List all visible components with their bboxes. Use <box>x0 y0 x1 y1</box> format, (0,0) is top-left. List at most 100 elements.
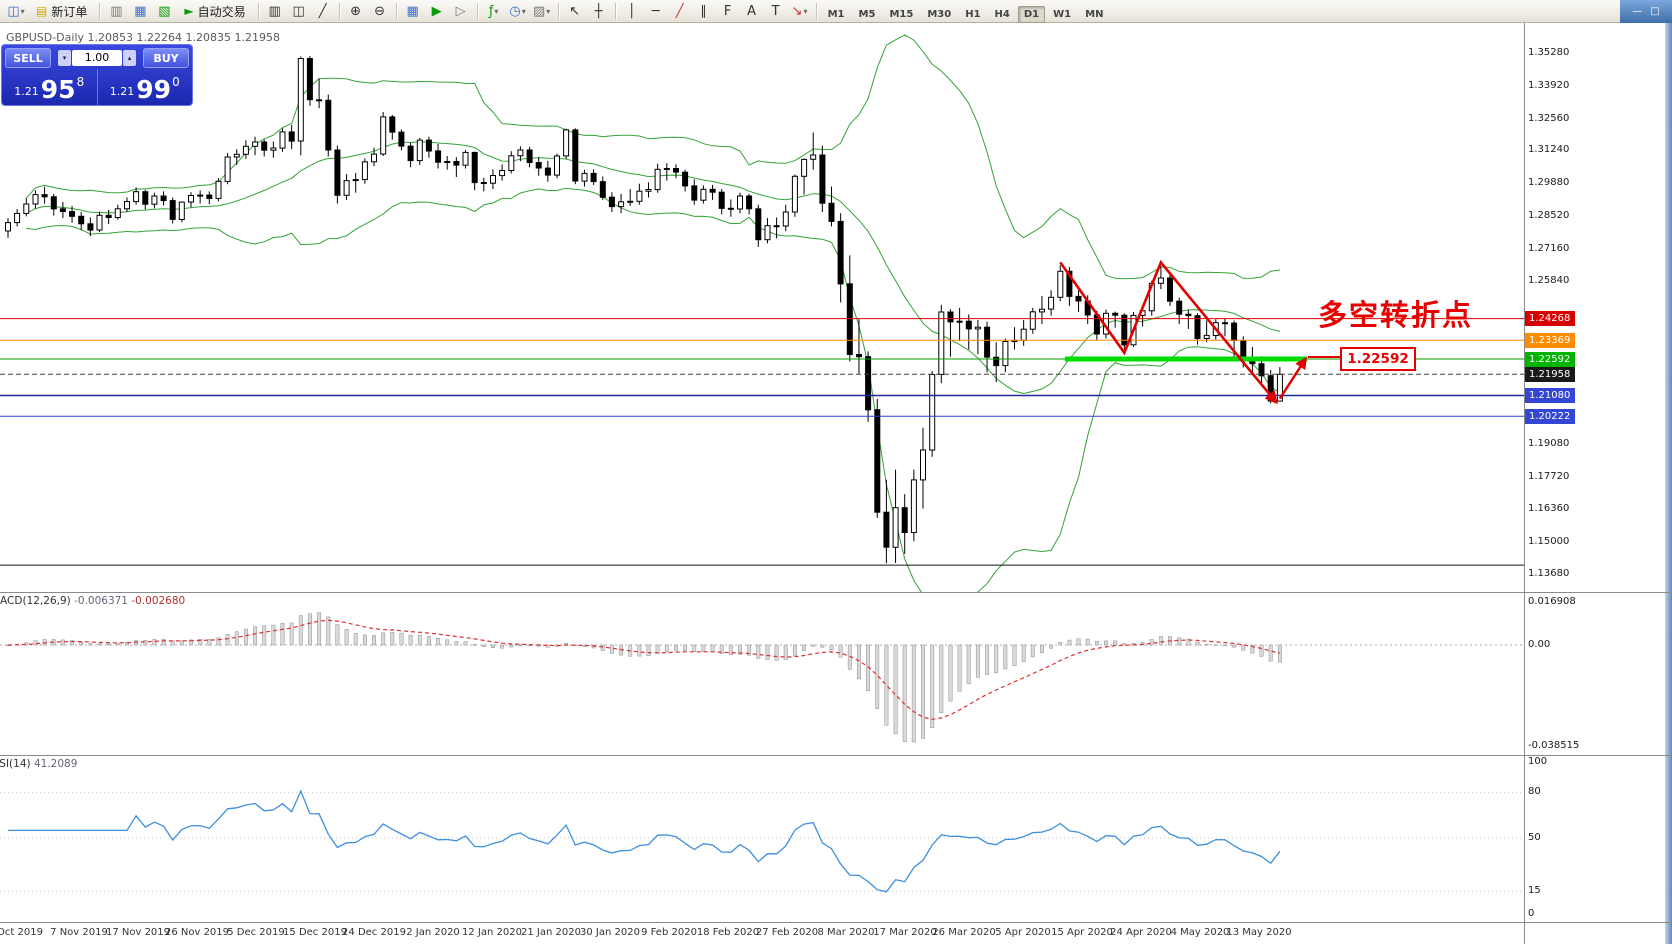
auto-scroll-button[interactable]: ▶ <box>426 1 448 22</box>
candle-body <box>819 154 826 204</box>
price-axis-label: 1.31240 <box>1528 144 1570 156</box>
macd-histogram-bar <box>1122 643 1127 646</box>
macd-histogram-bar <box>491 644 495 649</box>
candle-body <box>709 188 716 193</box>
macd-histogram-bar <box>1223 644 1227 647</box>
indicators-button[interactable]: ƒ ▾ <box>483 1 505 22</box>
macd-indicator-canvas[interactable] <box>0 592 1524 755</box>
timeframe-button-m1[interactable]: M1 <box>827 8 845 20</box>
fibonacci-button[interactable]: F <box>717 1 739 22</box>
bar-chart-icon: ▥ <box>268 3 281 19</box>
date-axis-label: 5 Apr 2020 <box>995 927 1051 938</box>
date-axis-border <box>0 922 1672 923</box>
bar-chart-button[interactable]: ▥ <box>264 1 286 22</box>
candle-body <box>435 150 442 163</box>
cursor-icon: ↖ <box>569 3 581 19</box>
vertical-line-button[interactable]: │ <box>621 1 643 22</box>
trendline-button[interactable]: ╱ <box>669 1 691 22</box>
market-watch-button[interactable]: ▥ <box>105 1 127 22</box>
macd-histogram-bar <box>472 644 477 646</box>
line-chart-button[interactable]: ╱ <box>312 1 334 22</box>
templates-button[interactable]: ▨ ▾ <box>531 1 553 22</box>
high-value: 1.22264 <box>136 31 183 44</box>
support-level-label[interactable]: 1.22592 <box>1340 347 1416 371</box>
macd-histogram-bar <box>811 644 816 647</box>
timeframe-button-m15[interactable]: M15 <box>889 8 914 20</box>
candlestick-chart-button[interactable]: ◫ <box>288 1 310 22</box>
window-restore-icon[interactable]: □ <box>1650 6 1660 17</box>
zoom-out-button[interactable]: ⊖ <box>369 1 391 22</box>
pane-separator[interactable] <box>0 592 1672 593</box>
macd-histogram-bar <box>234 631 239 646</box>
macd-histogram-bar <box>930 644 935 728</box>
window-minimize-icon[interactable]: — <box>1632 6 1643 17</box>
date-axis-label: 12 Jan 2020 <box>462 927 522 938</box>
date-axis-label: 17 Mar 2020 <box>873 927 937 938</box>
vertical-line-icon: │ <box>627 3 636 19</box>
channel-button[interactable]: ∥ <box>693 1 715 22</box>
zoom-in-button[interactable]: ⊕ <box>345 1 367 22</box>
macd-histogram-bar <box>1241 644 1246 651</box>
low-value: 1.20835 <box>185 31 232 44</box>
cursor-button[interactable]: ↖ <box>564 1 586 22</box>
candle-body <box>791 175 798 213</box>
timeframe-button-mn[interactable]: MN <box>1085 8 1104 20</box>
macd-histogram-layer <box>6 612 1282 743</box>
autotrading-button[interactable]: ► 自动交易 <box>177 1 252 22</box>
timeframe-button-m30[interactable]: M30 <box>927 8 952 20</box>
bounce-arrow[interactable] <box>1278 356 1307 400</box>
timeframe-button-m5[interactable]: M5 <box>858 8 876 20</box>
macd-histogram-bar <box>1049 644 1054 649</box>
price-axis-label: 1.17720 <box>1528 470 1570 482</box>
new-chart-button[interactable]: ◫ ▾ <box>5 1 27 22</box>
candle-body <box>764 225 771 241</box>
timeframe-button-w1[interactable]: W1 <box>1053 8 1072 20</box>
sell-button[interactable]: SELL <box>5 48 51 68</box>
autotrading-label: 自动交易 <box>197 4 246 19</box>
price-chart-canvas[interactable] <box>0 23 1524 592</box>
timeframe-button-h1[interactable]: H1 <box>965 8 981 20</box>
candle-body <box>425 139 432 152</box>
candle-body <box>691 185 698 201</box>
candle-body <box>1039 308 1045 313</box>
candle-body <box>1066 270 1073 297</box>
macd-histogram-bar <box>802 644 807 651</box>
candle-body <box>32 194 39 205</box>
candle-body <box>1176 300 1183 315</box>
candle-body <box>1222 322 1228 325</box>
terminal-button[interactable]: ▧ <box>153 1 175 22</box>
timeframe-button-d1[interactable]: D1 <box>1017 5 1046 23</box>
macd-histogram-bar <box>719 644 724 654</box>
macd-histogram-bar <box>1012 644 1017 666</box>
rsi-indicator-canvas[interactable] <box>0 755 1524 922</box>
candle-body <box>169 200 176 220</box>
text-button[interactable]: A <box>741 1 763 22</box>
trend-zigzag-arrow[interactable] <box>1059 259 1278 405</box>
arrows-button[interactable]: ↘ ▾ <box>789 1 811 22</box>
macd-histogram-bar <box>353 633 358 646</box>
timeframe-button-h4[interactable]: H4 <box>994 8 1010 20</box>
periods-button[interactable]: ◷ ▾ <box>507 1 529 22</box>
sell-price[interactable]: 1.21 95 8 <box>2 69 97 105</box>
pane-separator[interactable] <box>0 755 1672 756</box>
buy-price[interactable]: 1.21 99 0 <box>96 69 193 105</box>
date-axis-label: 24 Dec 2019 <box>342 927 406 938</box>
toolbar-separator <box>338 3 340 19</box>
new-order-button[interactable]: ▤ 新订单 <box>29 1 94 22</box>
horizontal-line-button[interactable]: ─ <box>645 1 667 22</box>
label-button[interactable]: T <box>765 1 787 22</box>
volume-input[interactable]: 1.00 <box>72 50 122 66</box>
date-axis-label: Oct 2019 <box>0 927 43 938</box>
data-window-button[interactable]: ▦ <box>129 1 151 22</box>
symbol-period-label: GBPUSD-Daily <box>6 31 85 44</box>
support-zone-line[interactable] <box>1064 356 1308 362</box>
buy-button[interactable]: BUY <box>143 48 189 68</box>
macd-histogram-bar <box>902 644 907 742</box>
macd-histogram-bar <box>939 644 944 713</box>
volume-increment-button[interactable]: ▴ <box>123 50 136 66</box>
date-axis-label: 15 Apr 2020 <box>1051 927 1113 938</box>
volume-decrement-button[interactable]: ▾ <box>58 50 71 66</box>
chart-shift-button[interactable]: ▷ <box>450 1 472 22</box>
crosshair-button[interactable]: ┼ <box>588 1 610 22</box>
tile-windows-button[interactable]: ▦ <box>402 1 424 22</box>
